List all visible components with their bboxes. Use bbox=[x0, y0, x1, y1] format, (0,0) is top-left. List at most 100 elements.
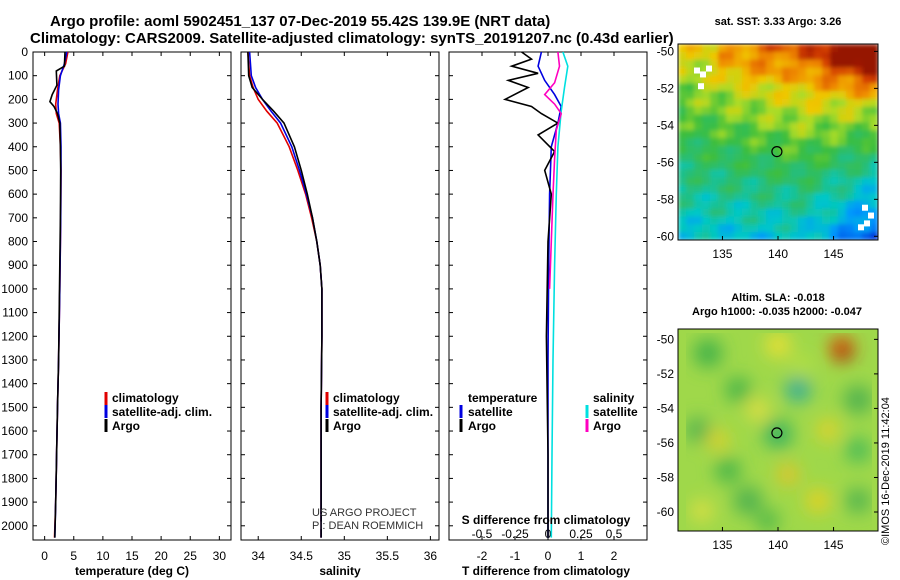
y-tick-label: -56 bbox=[657, 155, 675, 169]
y-tick-label: 400 bbox=[8, 140, 28, 154]
y-tick-label: -50 bbox=[657, 44, 675, 58]
salinity-panel: 34 34.5 35 35.5 36 salinity climatology sate… bbox=[240, 51, 440, 578]
y-tick-label: -50 bbox=[657, 332, 675, 346]
legend-climatology-label: climatology bbox=[112, 391, 179, 405]
y-tick-label: 1500 bbox=[1, 400, 28, 414]
s-difference-xlabel: S difference from climatology bbox=[462, 513, 631, 527]
salinity-lines bbox=[247, 51, 323, 538]
salinity-ticks: 34 34.5 35 35.5 36 bbox=[241, 51, 439, 563]
series-line-s-argo bbox=[543, 51, 563, 289]
x-tick-label: 35.5 bbox=[376, 549, 400, 563]
salinity-legend: climatology satellite-adj. clim. Argo bbox=[325, 391, 433, 433]
sst-map-title: sat. SST: 3.33 Argo: 3.26 bbox=[715, 16, 842, 28]
legend-temperature-title: temperature bbox=[468, 391, 538, 405]
x-tick-label: 0 bbox=[41, 549, 48, 563]
y-tick-label: 1100 bbox=[2, 306, 28, 320]
y-tick-label: 1300 bbox=[1, 353, 28, 367]
sst-heatmap bbox=[678, 44, 878, 240]
series-line-t-satellite bbox=[537, 51, 563, 538]
temperature-panel: 0100200300400500600700800900100011001200… bbox=[1, 45, 232, 578]
y-tick-label: 300 bbox=[8, 116, 28, 130]
x-tick-label: 0 bbox=[545, 549, 552, 563]
s-tick-label: 0.25 bbox=[569, 527, 593, 541]
y-tick-label: 900 bbox=[8, 258, 28, 272]
difference-legend: temperature satellite Argo salinity sate… bbox=[459, 391, 638, 433]
legend-s-argo-label: Argo bbox=[593, 419, 621, 433]
pi-annotation: PI: DEAN ROEMMICH bbox=[312, 520, 423, 532]
y-tick-label: 1400 bbox=[1, 377, 28, 391]
x-tick-label: 30 bbox=[213, 549, 227, 563]
y-tick-label: 2000 bbox=[1, 519, 28, 533]
y-tick-label: 100 bbox=[8, 69, 28, 83]
legend-s-satellite-label: satellite bbox=[593, 405, 638, 419]
y-tick-label: 1700 bbox=[1, 448, 28, 462]
figure-title-line2: Climatology: CARS2009. Satellite-adjuste… bbox=[30, 30, 674, 47]
y-tick-label: 1000 bbox=[1, 282, 28, 296]
legend-argo-label: Argo bbox=[333, 419, 361, 433]
y-tick-label: 1800 bbox=[1, 471, 28, 485]
x-tick-label: 145 bbox=[824, 247, 844, 261]
x-tick-label: 145 bbox=[824, 538, 844, 552]
legend-satellite-label: satellite-adj. clim. bbox=[333, 405, 433, 419]
sla-map-panel: Altim. SLA: -0.018 Argo h1000: -0.035 h2… bbox=[657, 292, 879, 552]
s-tick-label: 0.5 bbox=[606, 527, 623, 541]
y-tick-label: -54 bbox=[657, 401, 675, 415]
series-line-t-argo bbox=[502, 51, 560, 538]
x-tick-label: 15 bbox=[125, 549, 139, 563]
temperature-xlabel: temperature (deg C) bbox=[75, 564, 189, 578]
legend-salinity-title: salinity bbox=[593, 391, 635, 405]
y-tick-label: -58 bbox=[657, 192, 675, 206]
imos-timestamp: ©IMOS 16-Dec-2019 11:42:04 bbox=[880, 397, 892, 545]
y-tick-label: -58 bbox=[657, 470, 675, 484]
x-tick-label: 20 bbox=[154, 549, 168, 563]
y-tick-label: -56 bbox=[657, 436, 675, 450]
s-tick-label: -0.25 bbox=[501, 527, 529, 541]
temperature-plot-frame bbox=[32, 51, 232, 541]
series-line-s-satellite bbox=[550, 51, 569, 538]
y-tick-label: 200 bbox=[8, 92, 28, 106]
y-tick-label: 500 bbox=[8, 163, 28, 177]
x-tick-label: 36 bbox=[424, 549, 438, 563]
sst-map-ticks: 135 140 145 -50 -52 -54 -56 -58 -60 bbox=[657, 44, 878, 261]
salinity-plot-frame bbox=[240, 51, 440, 541]
x-tick-label: 2 bbox=[611, 549, 618, 563]
series-line-argo bbox=[247, 51, 323, 538]
legend-climatology-label: climatology bbox=[333, 391, 400, 405]
sla-map-subtitle: Argo h1000: -0.035 h2000: -0.047 bbox=[692, 306, 862, 318]
y-tick-label: -60 bbox=[657, 505, 675, 519]
salinity-xlabel: salinity bbox=[319, 564, 361, 578]
temperature-lines bbox=[49, 51, 69, 538]
legend-argo-label: Argo bbox=[112, 419, 140, 433]
y-tick-label: 800 bbox=[8, 235, 28, 249]
series-line-argo bbox=[49, 51, 66, 538]
sla-map-ticks: 135 140 145 -50 -52 -54 -56 -58 -60 bbox=[657, 332, 878, 552]
float-position-marker bbox=[771, 427, 783, 439]
legend-t-satellite-label: satellite bbox=[468, 405, 513, 419]
y-tick-label: 1200 bbox=[1, 329, 28, 343]
sla-heatmap bbox=[678, 329, 878, 531]
legend-t-argo-label: Argo bbox=[468, 419, 496, 433]
x-tick-label: 140 bbox=[768, 247, 788, 261]
float-position-marker bbox=[771, 146, 783, 158]
project-annotation: US ARGO PROJECT bbox=[312, 507, 417, 519]
x-tick-label: -2 bbox=[477, 549, 488, 563]
x-tick-label: 1 bbox=[578, 549, 585, 563]
x-tick-label: 5 bbox=[70, 549, 77, 563]
sla-map-title: Altim. SLA: -0.018 bbox=[731, 292, 825, 304]
sst-map-panel: sat. SST: 3.33 Argo: 3.26 135 140 145 -50 -5… bbox=[657, 16, 879, 261]
x-tick-label: 34.5 bbox=[290, 549, 314, 563]
y-tick-label: -54 bbox=[657, 118, 675, 132]
x-tick-label: 10 bbox=[96, 549, 110, 563]
x-tick-label: 140 bbox=[768, 538, 788, 552]
y-tick-label: 1600 bbox=[1, 424, 28, 438]
x-tick-label: 135 bbox=[712, 538, 732, 552]
difference-lines bbox=[502, 51, 569, 538]
series-line-satellite-adj-clim- bbox=[248, 51, 323, 538]
y-tick-label: -52 bbox=[657, 81, 675, 95]
s-tick-label: -0.5 bbox=[472, 527, 493, 541]
y-tick-label: 0 bbox=[21, 45, 28, 59]
x-tick-label: -1 bbox=[510, 549, 521, 563]
temperature-legend: climatology satellite-adj. clim. Argo bbox=[104, 391, 212, 433]
temperature-ticks: 0100200300400500600700800900100011001200… bbox=[1, 45, 231, 563]
